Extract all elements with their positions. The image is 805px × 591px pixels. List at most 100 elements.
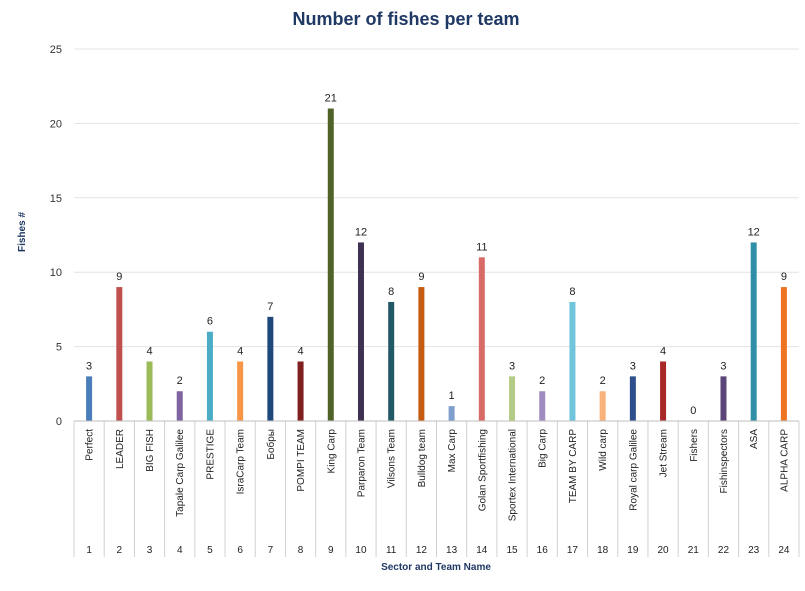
sector-label: 17 (567, 545, 579, 556)
data-label: 4 (146, 345, 152, 357)
sector-label: 3 (147, 545, 153, 556)
sector-label: 9 (328, 545, 334, 556)
category-label: Sportex International (508, 429, 519, 521)
bar (569, 301, 576, 421)
bar (176, 391, 183, 421)
data-label: 3 (720, 360, 726, 372)
category-label: Perfect (85, 429, 96, 461)
category-label: POMPI TEAM (296, 429, 307, 492)
category-label: Wild carp (598, 429, 609, 471)
bar (86, 376, 93, 421)
data-label: 2 (539, 375, 545, 387)
sector-label: 2 (117, 545, 123, 556)
y-axis-ticks: 0 5 10 15 20 25 (50, 44, 62, 428)
sector-label: 21 (688, 545, 700, 556)
sector-label: 20 (658, 545, 670, 556)
sector-label: 19 (627, 545, 639, 556)
category-labels: Perfect LEADER BIG FISH Tapale Carp Galilee… (85, 429, 791, 522)
data-label: 3 (86, 360, 92, 372)
data-label: 0 (690, 405, 696, 417)
sector-label: 15 (506, 545, 518, 556)
category-label: Fishinspectors (719, 429, 730, 493)
bar (478, 257, 485, 421)
data-label: 4 (237, 345, 243, 357)
sector-label: 11 (386, 545, 397, 556)
category-label: Jet Stream (659, 429, 670, 477)
bar (750, 242, 757, 421)
category-separators (73, 420, 800, 557)
x-axis-title: Sector and Team Name (381, 562, 491, 573)
category-label: Vilsons Team (387, 429, 398, 488)
category-label: Big Carp (538, 429, 549, 468)
bar (116, 287, 123, 421)
sector-label: 1 (86, 545, 92, 556)
data-label: 2 (177, 375, 183, 387)
category-label: ASA (749, 429, 760, 449)
sector-label: 13 (446, 545, 458, 556)
sector-label: 16 (537, 545, 549, 556)
category-label: Royal carp Galilee (628, 429, 639, 511)
data-label: 11 (476, 241, 487, 253)
category-label: PRESTIGE (205, 429, 216, 480)
y-axis-title: Fishes # (17, 212, 28, 252)
y-tick-label: 0 (56, 416, 62, 428)
sector-label: 5 (207, 545, 213, 556)
category-label: LEADER (115, 429, 126, 469)
category-label: King Carp (326, 429, 337, 474)
sector-label: 4 (177, 545, 183, 556)
data-label: 12 (355, 226, 367, 238)
category-label: Bulldog team (417, 429, 428, 487)
bar (267, 316, 274, 421)
bar (327, 108, 334, 422)
bars (86, 108, 787, 422)
data-label: 3 (509, 360, 515, 372)
category-label: BIG FISH (145, 429, 156, 472)
data-label: 7 (267, 301, 273, 313)
category-label: Golan Sportfishing (477, 429, 488, 511)
data-label: 6 (207, 316, 213, 328)
sector-label: 10 (355, 545, 367, 556)
sector-label: 23 (748, 545, 760, 556)
bar (418, 287, 425, 421)
sector-label: 18 (597, 545, 609, 556)
bar (509, 376, 516, 421)
bar (780, 287, 787, 421)
category-label: ALPHA CARP (779, 429, 790, 492)
data-label: 2 (600, 375, 606, 387)
data-label: 9 (418, 271, 424, 283)
data-label: 8 (569, 286, 575, 298)
bar (629, 376, 636, 421)
data-label: 9 (116, 271, 122, 283)
data-label: 8 (388, 286, 394, 298)
data-label: 1 (449, 390, 455, 402)
category-label: Tapale Carp Galilee (175, 429, 186, 517)
data-label: 9 (781, 271, 787, 283)
bar (448, 406, 455, 421)
bar (388, 301, 395, 421)
category-label: Fishers (689, 429, 700, 462)
sector-label: 14 (476, 545, 488, 556)
y-tick-label: 10 (50, 267, 62, 279)
sector-label: 12 (416, 545, 428, 556)
data-label: 21 (325, 93, 337, 105)
bar (720, 376, 727, 421)
bar (539, 391, 546, 421)
bar (660, 361, 667, 421)
y-tick-label: 15 (50, 193, 62, 205)
data-label: 3 (630, 360, 636, 372)
bar (146, 361, 153, 421)
bar (357, 242, 364, 421)
bar (206, 331, 213, 421)
chart-title: Number of fishes per team (292, 9, 519, 29)
data-label: 4 (298, 345, 304, 357)
bar (599, 391, 606, 421)
data-label: 12 (748, 226, 760, 238)
bar (297, 361, 304, 421)
data-label: 4 (660, 345, 666, 357)
sector-label: 7 (268, 545, 274, 556)
y-tick-label: 25 (50, 44, 62, 56)
category-label: TEAM BY CARP (568, 429, 579, 504)
category-label: Parparon Team (356, 429, 367, 497)
